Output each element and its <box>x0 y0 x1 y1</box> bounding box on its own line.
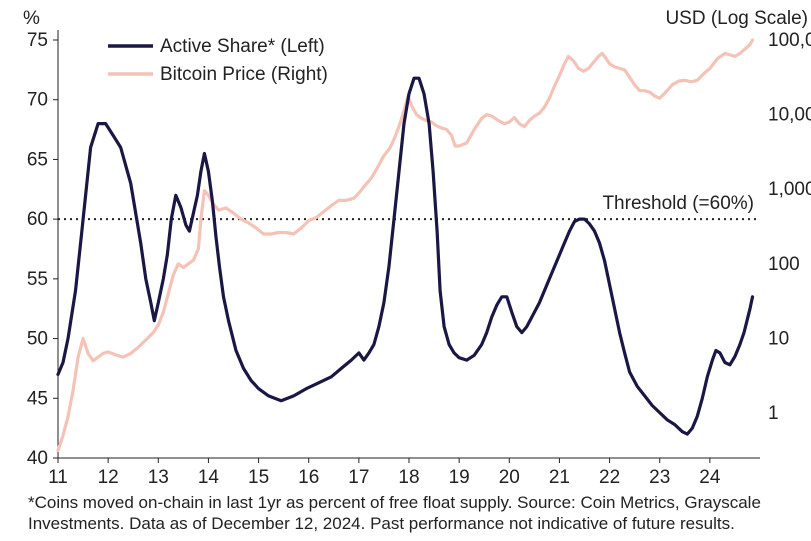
right-tick: 100 <box>768 254 800 275</box>
x-tick: 22 <box>599 467 620 488</box>
series-bitcoin-price <box>58 40 753 450</box>
legend-label: Bitcoin Price (Right) <box>160 64 328 85</box>
x-tick: 15 <box>248 467 269 488</box>
chart-container: % USD (Log Scale) 40 45 50 55 60 65 70 75 100,000 1… <box>0 0 811 541</box>
x-tick: 13 <box>148 467 169 488</box>
footnote: *Coins moved on-chain in last 1yr as per… <box>10 492 801 541</box>
x-tick: 18 <box>398 467 419 488</box>
left-tick: 75 <box>27 30 48 51</box>
left-tick: 40 <box>27 448 48 469</box>
left-tick: 55 <box>27 269 48 290</box>
left-tick: 65 <box>27 149 48 170</box>
left-tick: 70 <box>27 90 48 111</box>
right-tick: 100,000 <box>768 30 811 51</box>
left-tick: 50 <box>27 329 48 350</box>
x-tick: 19 <box>449 467 470 488</box>
x-tick: 24 <box>699 467 721 488</box>
right-tick: 1 <box>768 403 779 424</box>
legend-label: Active Share* (Left) <box>160 36 325 57</box>
x-tick: 17 <box>348 467 369 488</box>
right-tick: 10 <box>768 328 789 349</box>
x-tick: 16 <box>298 467 319 488</box>
chart-svg: % USD (Log Scale) 40 45 50 55 60 65 70 75 100,000 1… <box>0 0 811 541</box>
right-tick: 10,000 <box>768 105 811 126</box>
left-tick: 45 <box>27 388 48 409</box>
x-tick: 14 <box>198 467 220 488</box>
series-active-share <box>58 78 753 434</box>
x-tick: 21 <box>549 467 570 488</box>
left-axis-title: % <box>23 8 40 29</box>
right-tick: 1,000 <box>768 179 811 200</box>
x-tick: 12 <box>98 467 119 488</box>
x-tick: 23 <box>649 467 670 488</box>
right-axis-title: USD (Log Scale) <box>665 8 808 29</box>
left-tick: 60 <box>27 209 48 230</box>
threshold-label: Threshold (=60%) <box>602 193 754 214</box>
x-tick: 11 <box>48 467 68 488</box>
x-tick: 20 <box>499 467 520 488</box>
